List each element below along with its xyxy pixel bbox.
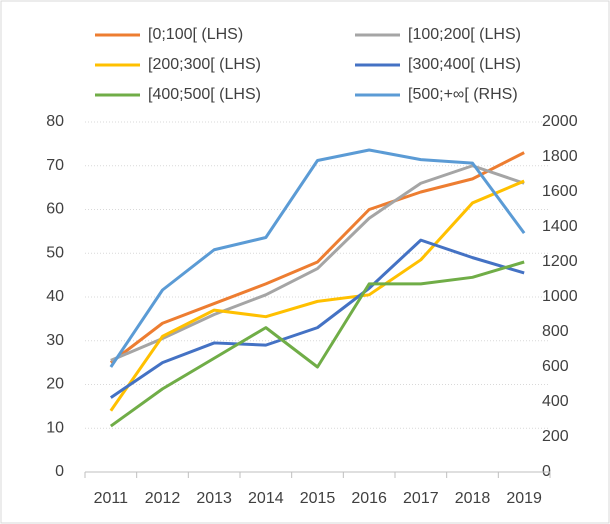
y2-tick-label: 2000 [542,113,578,130]
y2-tick-label: 600 [542,358,569,375]
series-line [109,179,525,412]
y2-tick-label: 1000 [542,288,578,305]
legend-label: [500;+∞[ (RHS) [408,86,518,103]
x-tick-label: 2011 [94,490,129,507]
y-tick-label: 80 [46,113,64,130]
y-tick-label: 60 [46,201,64,218]
series-line [110,164,525,362]
y-tick-label: 40 [46,288,64,305]
y2-tick-label: 1800 [542,148,578,165]
x-tick-label: 2015 [300,490,336,507]
y2-tick-label: 1600 [542,183,578,200]
legend-label: [100;200[ (LHS) [408,26,521,43]
y2-tick-label: 1400 [542,218,578,235]
legend-label: [200;300[ (LHS) [148,56,261,73]
x-tick-label: 2012 [145,490,181,507]
series-line [109,238,525,399]
x-tick-label: 2016 [351,490,387,507]
y2-tick-label: 1200 [542,253,578,270]
x-tick-label: 2014 [248,490,284,507]
x-tick-label: 2017 [403,490,439,507]
y2-tick-label: 800 [542,323,569,340]
y-tick-label: 10 [46,419,64,436]
y-tick-label: 50 [46,244,64,261]
y-tick-label: 0 [55,463,64,480]
x-tick-label: 2018 [455,490,491,507]
series-line [109,260,525,428]
legend-label: [0;100[ (LHS) [148,26,243,43]
y2-tick-label: 200 [542,428,569,445]
legend-label: [300;400[ (LHS) [408,56,521,73]
y-tick-label: 70 [46,157,64,174]
x-tick-label: 2019 [506,490,542,507]
y2-tick-label: 400 [542,393,569,410]
y-tick-label: 20 [46,376,64,393]
series-line [109,148,526,368]
x-tick-label: 2013 [196,490,232,507]
y-tick-label: 30 [46,332,64,349]
legend-label: [400;500[ (LHS) [148,86,261,103]
series-line [109,151,525,364]
